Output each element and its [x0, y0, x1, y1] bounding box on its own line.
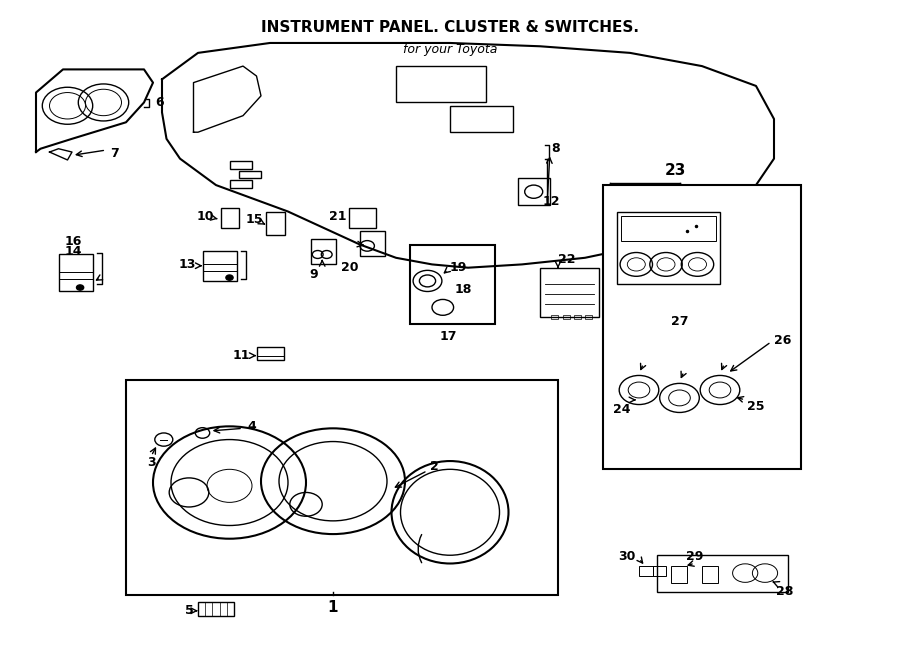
Bar [540, 268, 598, 317]
Bar [256, 347, 284, 360]
Bar [670, 566, 687, 583]
Text: 9: 9 [309, 268, 318, 281]
Text: 24: 24 [613, 403, 630, 416]
Text: 2: 2 [430, 459, 439, 473]
Text: 8: 8 [552, 142, 561, 155]
Text: for your Toyota: for your Toyota [403, 43, 497, 56]
Bar [652, 566, 666, 576]
Text: 18: 18 [454, 283, 472, 296]
Bar [198, 602, 234, 616]
Bar [621, 216, 716, 241]
Text: INSTRUMENT PANEL. CLUSTER & SWITCHES.: INSTRUMENT PANEL. CLUSTER & SWITCHES. [261, 20, 639, 35]
Bar [360, 231, 385, 256]
Circle shape [226, 275, 233, 280]
Text: 11: 11 [233, 349, 250, 362]
Text: 12: 12 [543, 195, 560, 208]
Text: 16: 16 [65, 235, 82, 248]
Text: 1: 1 [328, 600, 338, 615]
Text: 29: 29 [686, 550, 704, 563]
Polygon shape [36, 69, 153, 152]
Bar [702, 566, 718, 583]
Text: 13: 13 [179, 258, 196, 271]
Text: 4: 4 [248, 420, 256, 433]
Bar [518, 178, 550, 205]
Text: 15: 15 [246, 213, 263, 226]
Bar [266, 212, 285, 235]
Bar [450, 106, 513, 132]
Bar [230, 161, 252, 169]
Text: 3: 3 [147, 456, 156, 469]
Text: 20: 20 [341, 261, 358, 274]
Text: 5: 5 [184, 604, 194, 617]
Polygon shape [50, 149, 72, 160]
Bar [230, 180, 252, 188]
Bar [616, 212, 720, 284]
Text: 7: 7 [110, 147, 119, 160]
Bar [349, 208, 376, 228]
Text: 23: 23 [664, 163, 686, 178]
Text: 26: 26 [774, 334, 791, 347]
Bar [639, 566, 652, 576]
Text: 28: 28 [776, 585, 793, 598]
Bar [220, 208, 238, 228]
Polygon shape [194, 66, 261, 132]
Bar [657, 555, 788, 592]
Bar [202, 251, 237, 281]
Text: 10: 10 [197, 210, 214, 223]
Text: 14: 14 [65, 245, 82, 258]
Bar [603, 185, 801, 469]
Text: 25: 25 [747, 400, 764, 413]
Bar [551, 315, 558, 319]
Bar [396, 66, 486, 102]
Text: 17: 17 [439, 330, 457, 344]
Bar [410, 245, 495, 324]
Bar [585, 315, 592, 319]
Bar [238, 171, 261, 178]
Bar [310, 239, 336, 264]
Bar [562, 315, 570, 319]
Text: 21: 21 [329, 210, 346, 223]
Text: 27: 27 [670, 315, 688, 328]
Circle shape [76, 285, 84, 290]
Bar [126, 380, 558, 595]
Text: 19: 19 [450, 261, 467, 274]
Text: 6: 6 [155, 96, 164, 109]
Text: 30: 30 [618, 550, 635, 563]
Bar [574, 315, 581, 319]
Text: 22: 22 [558, 253, 575, 266]
Bar [58, 254, 93, 291]
